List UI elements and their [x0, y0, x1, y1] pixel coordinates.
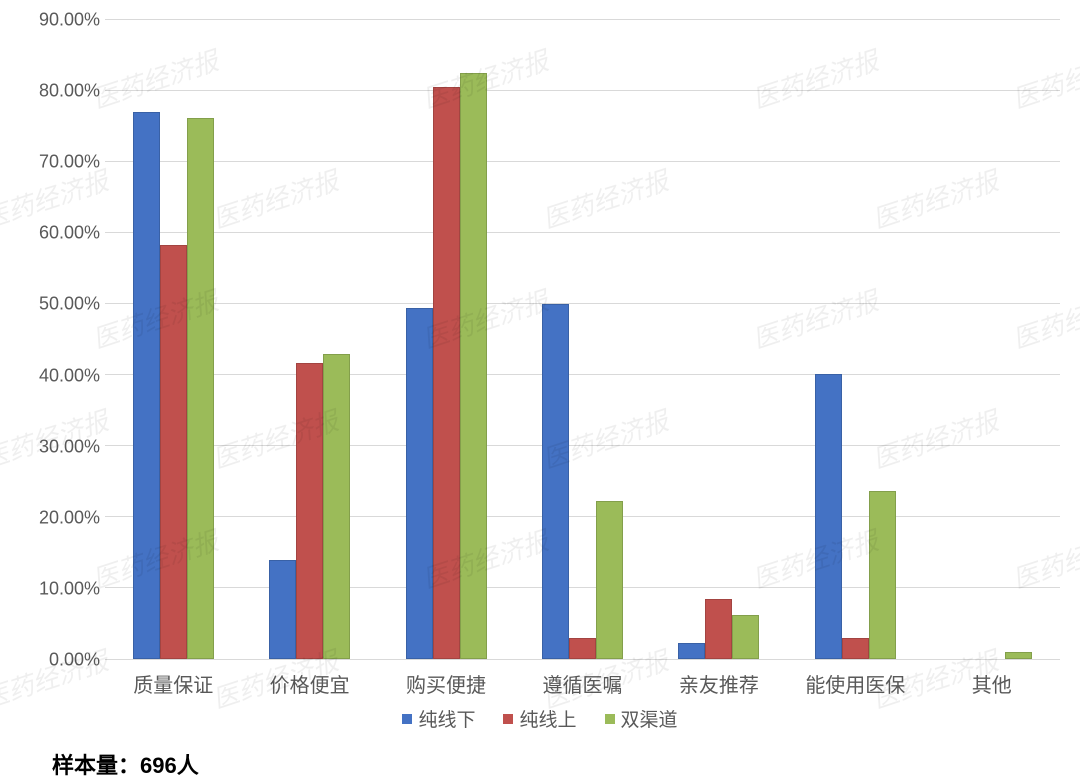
y-tick-80: 80.00%: [10, 81, 100, 102]
bar-s0-c2: [406, 308, 433, 659]
legend-item-0: 纯线下: [402, 705, 475, 732]
x-tick-2: 购买便捷: [406, 669, 486, 698]
cat-group-5: 能使用医保: [787, 20, 923, 659]
sample-size-label: 样本量：696人: [52, 748, 199, 780]
legend-swatch-2: [605, 714, 615, 724]
plot-area: 质量保证 价格便宜 购买便捷 遵循医嘱: [105, 20, 1060, 660]
y-tick-20: 20.00%: [10, 507, 100, 528]
bar-s2-c5: [869, 491, 896, 659]
legend-label-0: 纯线下: [418, 705, 475, 732]
chart-container: 0.00% 10.00% 20.00% 30.00% 40.00% 50.00%…: [0, 0, 1080, 783]
cat-group-3: 遵循医嘱: [514, 20, 650, 659]
y-tick-30: 30.00%: [10, 436, 100, 457]
bar-s1-c1: [296, 363, 323, 659]
bar-s1-c2: [433, 87, 460, 659]
legend-swatch-1: [503, 714, 513, 724]
bar-s0-c4: [678, 643, 705, 659]
bar-s2-c4: [732, 615, 759, 659]
bar-s0-c3: [542, 304, 569, 659]
bar-s0-c0: [133, 112, 160, 659]
cat-group-4: 亲友推荐: [651, 20, 787, 659]
y-tick-90: 90.00%: [10, 10, 100, 31]
y-tick-50: 50.00%: [10, 294, 100, 315]
cat-group-0: 质量保证: [105, 20, 241, 659]
cat-group-1: 价格便宜: [241, 20, 377, 659]
x-tick-0: 质量保证: [133, 669, 213, 698]
y-tick-70: 70.00%: [10, 152, 100, 173]
x-tick-3: 遵循医嘱: [542, 669, 622, 698]
bar-s2-c6: [1005, 652, 1032, 659]
legend-item-2: 双渠道: [605, 705, 678, 732]
y-tick-40: 40.00%: [10, 365, 100, 386]
x-tick-5: 能使用医保: [805, 669, 905, 698]
bar-s0-c5: [815, 374, 842, 659]
legend-label-2: 双渠道: [621, 705, 678, 732]
x-tick-6: 其他: [972, 669, 1012, 698]
y-tick-60: 60.00%: [10, 223, 100, 244]
legend-label-1: 纯线上: [519, 705, 576, 732]
bar-s1-c4: [705, 599, 732, 659]
bar-s2-c2: [460, 73, 487, 659]
bar-s2-c1: [323, 354, 350, 659]
y-tick-10: 10.00%: [10, 578, 100, 599]
y-tick-0: 0.00%: [10, 650, 100, 671]
bar-s1-c3: [569, 638, 596, 659]
bar-s2-c0: [187, 118, 214, 659]
bar-s0-c1: [269, 560, 296, 659]
cat-group-2: 购买便捷: [378, 20, 514, 659]
cat-group-6: 其他: [924, 20, 1060, 659]
bars-container: 质量保证 价格便宜 购买便捷 遵循医嘱: [105, 20, 1060, 659]
x-tick-1: 价格便宜: [270, 669, 350, 698]
legend-item-1: 纯线上: [503, 705, 576, 732]
bar-s1-c0: [160, 245, 187, 659]
bar-s2-c3: [596, 501, 623, 659]
legend: 纯线下 纯线上 双渠道: [0, 705, 1080, 732]
legend-swatch-0: [402, 714, 412, 724]
x-tick-4: 亲友推荐: [679, 669, 759, 698]
bar-s1-c5: [842, 638, 869, 659]
